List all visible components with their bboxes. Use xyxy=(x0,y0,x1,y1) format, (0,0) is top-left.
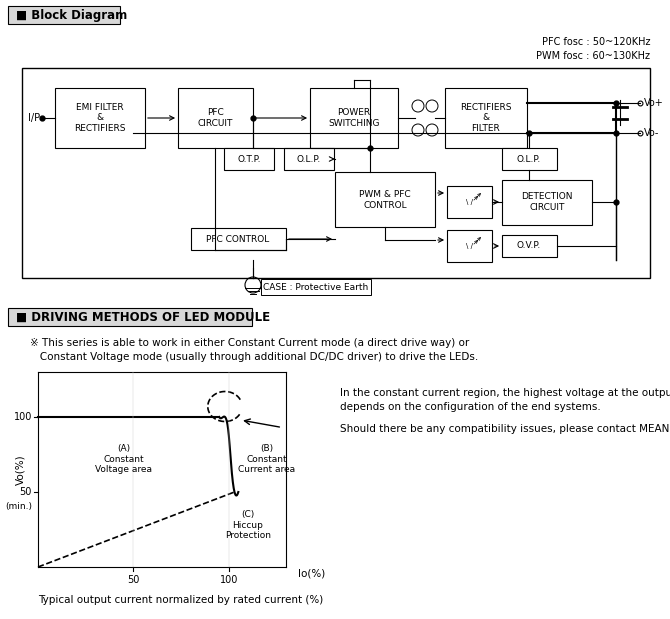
Bar xyxy=(261,279,371,295)
Bar xyxy=(502,180,592,225)
Bar xyxy=(445,88,527,148)
Text: RECTIFIERS
&
FILTER: RECTIFIERS & FILTER xyxy=(460,103,512,133)
Text: ■ DRIVING METHODS OF LED MODULE: ■ DRIVING METHODS OF LED MODULE xyxy=(16,311,270,324)
Text: Vo(%): Vo(%) xyxy=(15,454,25,485)
Text: PFC
CIRCUIT: PFC CIRCUIT xyxy=(197,108,232,128)
Text: DETECTION
CIRCUIT: DETECTION CIRCUIT xyxy=(521,193,573,212)
Text: POWER
SWITCHING: POWER SWITCHING xyxy=(328,108,380,128)
Bar xyxy=(55,88,145,148)
Text: 100: 100 xyxy=(13,412,32,422)
Text: (B)
Constant
Current area: (B) Constant Current area xyxy=(239,444,295,474)
Text: CASE : Protective Earth: CASE : Protective Earth xyxy=(263,282,368,292)
Text: 50: 50 xyxy=(127,575,139,585)
Text: ■ Block Diagram: ■ Block Diagram xyxy=(16,9,127,22)
Bar xyxy=(191,228,286,250)
Text: O.T.P.: O.T.P. xyxy=(237,155,261,163)
Text: Should there be any compatibility issues, please contact MEAN WELL.: Should there be any compatibility issues… xyxy=(340,424,670,434)
Text: 50: 50 xyxy=(19,487,32,497)
Text: EMI FILTER
&
RECTIFIERS: EMI FILTER & RECTIFIERS xyxy=(74,103,126,133)
Text: (C)
Hiccup
Protection: (C) Hiccup Protection xyxy=(225,510,271,540)
Bar xyxy=(310,88,398,148)
Bar xyxy=(224,148,274,170)
Text: In the constant current region, the highest voltage at the output of the driver: In the constant current region, the high… xyxy=(340,388,670,398)
Text: 100: 100 xyxy=(220,575,238,585)
Bar xyxy=(284,148,334,170)
Text: Vo-: Vo- xyxy=(644,128,659,138)
Bar xyxy=(8,6,120,24)
Bar xyxy=(335,172,435,227)
Bar xyxy=(447,186,492,218)
Text: O.L.P.: O.L.P. xyxy=(297,155,321,163)
Bar xyxy=(502,148,557,170)
Text: \ /: \ / xyxy=(466,243,472,249)
Text: Io(%): Io(%) xyxy=(298,569,325,579)
Bar xyxy=(447,230,492,262)
Text: depends on the configuration of the end systems.: depends on the configuration of the end … xyxy=(340,402,601,412)
Text: O.V.P.: O.V.P. xyxy=(517,241,541,251)
Text: PFC CONTROL: PFC CONTROL xyxy=(206,235,269,243)
Text: PWM & PFC
CONTROL: PWM & PFC CONTROL xyxy=(359,190,411,210)
Bar xyxy=(178,88,253,148)
Text: Vo+: Vo+ xyxy=(644,98,664,108)
Text: (A)
Constant
Voltage area: (A) Constant Voltage area xyxy=(95,444,152,474)
Text: \ /: \ / xyxy=(466,199,472,205)
Text: Constant Voltage mode (usually through additional DC/DC driver) to drive the LED: Constant Voltage mode (usually through a… xyxy=(30,352,478,362)
Bar xyxy=(22,68,650,278)
Text: (min.): (min.) xyxy=(5,502,32,511)
Text: PFC fosc : 50~120KHz: PFC fosc : 50~120KHz xyxy=(541,37,650,47)
Bar xyxy=(502,235,557,257)
Text: ※ This series is able to work in either Constant Current mode (a direct drive wa: ※ This series is able to work in either … xyxy=(30,338,469,348)
Text: PWM fosc : 60~130KHz: PWM fosc : 60~130KHz xyxy=(536,51,650,61)
Bar xyxy=(8,308,252,326)
Text: Typical output current normalized by rated current (%): Typical output current normalized by rat… xyxy=(38,595,323,605)
Text: O.L.P.: O.L.P. xyxy=(517,155,541,163)
Text: I/P: I/P xyxy=(28,113,40,123)
